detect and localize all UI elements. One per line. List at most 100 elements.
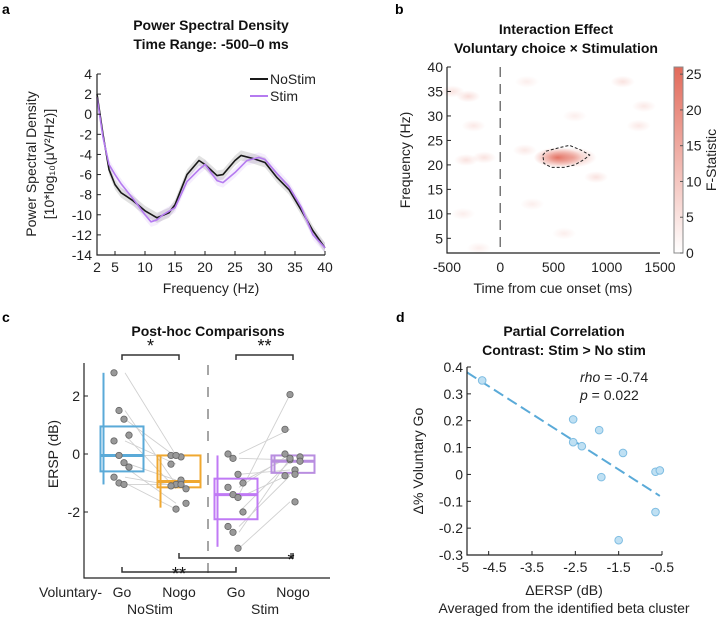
y-tick-label: -0.3 [439, 547, 463, 563]
x-tick-label: 25 [227, 259, 243, 275]
panel-a-label: a [2, 1, 10, 17]
x-category-label: Go [227, 584, 246, 600]
y-tick-label: 0 [84, 106, 92, 122]
y-tick-label: 0 [455, 466, 463, 482]
scatter-point [651, 507, 660, 517]
x-tick-label: 30 [257, 259, 273, 275]
data-point [115, 406, 123, 415]
data-point [110, 369, 118, 377]
data-point [125, 431, 133, 439]
series-line-stim [96, 97, 326, 249]
scatter-point [568, 415, 578, 424]
panel-d-subtitle: Contrast: Stim > No stim [482, 342, 646, 358]
x-category-label: Go [113, 584, 132, 600]
x-tick-label: 2 [93, 259, 101, 275]
y-tick-label: -2 [68, 504, 81, 520]
x-tick-label: 35 [287, 259, 303, 275]
scatter-point [594, 425, 604, 435]
data-point [110, 437, 118, 445]
colorbar-label: F-Statistic [703, 129, 719, 191]
scatter-point [614, 535, 623, 545]
x-tick-label: -500 [433, 259, 461, 275]
pair-line [124, 482, 177, 510]
pair-line [238, 501, 291, 549]
x-tick-label: -3.5 [520, 559, 544, 575]
x-tick-label: -4.5 [483, 559, 507, 575]
y-tick-label: 40 [427, 59, 443, 75]
colorbar-tick-label: 25 [686, 66, 702, 82]
panel-b-subtitle: Voluntary choice × Stimulation [454, 40, 658, 56]
data-point [224, 522, 232, 531]
y-tick-label: 0.4 [444, 359, 464, 375]
rho-label: rho [580, 369, 600, 385]
box-nostim-go [99, 425, 145, 473]
y-tick-label: -2 [80, 126, 93, 142]
heatmap-hotspot [548, 147, 597, 168]
rho-value: = -0.74 [600, 369, 648, 385]
x-tick-label: -0.5 [650, 559, 674, 575]
y-tick-label: -12 [72, 227, 92, 243]
x-tick-label: 0 [496, 259, 504, 275]
heatmap-hotspot [584, 171, 609, 184]
colorbar [673, 66, 684, 254]
x-category-label: Nogo [162, 584, 196, 600]
heatmap-hotspot [632, 100, 657, 113]
scatter-point [568, 437, 578, 447]
a-ylabel-line1: Power Spectral Density [23, 91, 39, 237]
b-ylabel: Frequency (Hz) [397, 112, 413, 208]
x-tick-label: 1000 [591, 259, 622, 275]
data-point [120, 480, 128, 489]
data-point [224, 450, 232, 458]
data-point [115, 451, 123, 460]
significance-bracket [235, 354, 294, 360]
pair-line [238, 428, 291, 455]
significance-stars: ** [172, 564, 186, 584]
heatmap-hotspot [454, 154, 479, 166]
y-tick-label: -10 [72, 207, 92, 223]
data-point [120, 459, 128, 467]
significance-stars: * [287, 550, 294, 570]
data-point [281, 425, 289, 433]
data-point [234, 544, 242, 552]
y-tick-label: 0.3 [444, 386, 464, 402]
heatmap-hotspot [461, 119, 486, 132]
panel-b-title: Interaction Effect [499, 21, 614, 37]
pair-line [124, 372, 177, 456]
significance-bracket [121, 567, 237, 573]
data-point [286, 390, 294, 399]
a-xlabel: Frequency (Hz) [163, 280, 259, 296]
colorbar-tick-label: 0 [686, 245, 694, 261]
y-tick-label: 25 [427, 132, 443, 148]
panel-a-subtitle: Time Range: -500–0 ms [133, 36, 289, 52]
legend-label-stim: Stim [270, 88, 298, 104]
rho-annotation: rho = -0.74 [580, 369, 648, 385]
interaction-heatmap: -500 0 500 1000 1500 5 10 15 20 25 30 35 40 0 5 10 15 20 2… [427, 59, 701, 275]
data-point [296, 457, 304, 465]
y-tick-label: 30 [427, 108, 443, 124]
data-point [291, 498, 299, 506]
panel-d-label: d [396, 309, 405, 325]
heatmap-hotspot [514, 75, 539, 88]
x-tick-label: 5 [111, 259, 119, 275]
heatmap-hotspot [610, 75, 635, 88]
heatmap-hotspot [450, 207, 475, 220]
scatter-point [618, 448, 628, 458]
data-point [286, 454, 294, 462]
x-tick-label: -5 [457, 559, 470, 575]
box-stim-go [213, 477, 259, 521]
series-line-nostim [96, 93, 326, 249]
x-tick-label: 10 [137, 259, 153, 275]
scatter-point [655, 466, 665, 475]
data-point [177, 480, 185, 489]
p-value: = 0.022 [588, 387, 639, 403]
pair-line [124, 462, 177, 481]
data-point [239, 508, 247, 516]
data-point [120, 415, 128, 423]
significant-cluster-outline [542, 144, 591, 168]
panel-c-title: Post-hoc Comparisons [131, 323, 284, 339]
data-point [291, 470, 299, 478]
y-tick-label: 2 [84, 86, 92, 102]
data-point [229, 528, 237, 536]
